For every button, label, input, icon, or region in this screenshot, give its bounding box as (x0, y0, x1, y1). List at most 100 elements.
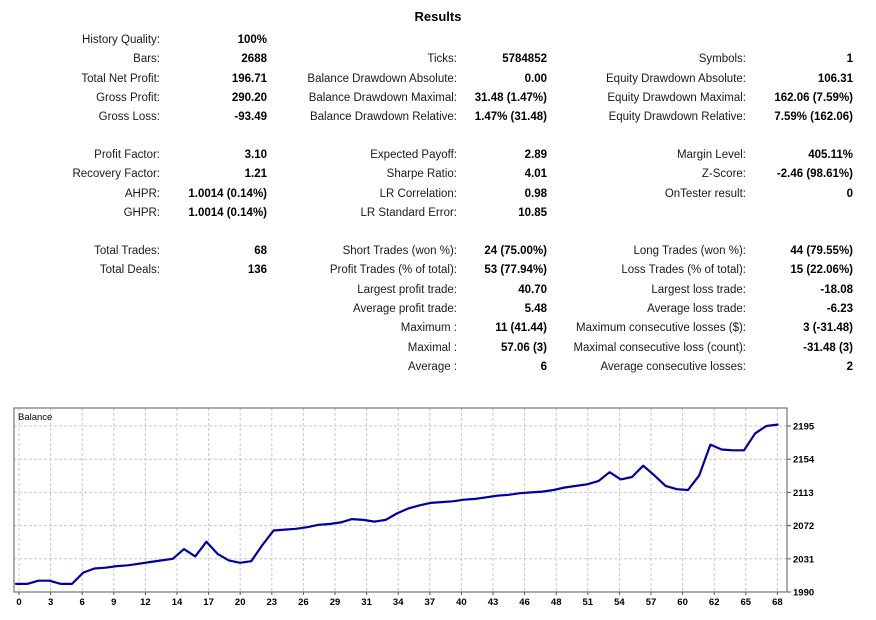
plot-border (13, 407, 788, 593)
stat-value: 0 (846, 187, 853, 200)
y-axis-label: 2113 (793, 488, 814, 499)
x-axis-label: 17 (203, 597, 214, 608)
stat-value: 136 (247, 264, 267, 277)
x-axis-label: 68 (772, 597, 783, 608)
stat-value: 7.59% (162.06) (774, 111, 853, 124)
x-axis-label: 3 (48, 597, 53, 608)
stat-label: Balance Drawdown Relative: (309, 111, 457, 124)
stat-label: Largest loss trade: (651, 283, 746, 296)
x-axis-label: 60 (677, 597, 688, 608)
stat-value: 2.89 (524, 149, 547, 161)
stat-label: Expected Payoff: (370, 149, 457, 161)
stat-value: 15 (22.06%) (790, 264, 853, 277)
stat-value: 57.06 (3) (500, 341, 547, 354)
x-axis-label: 48 (551, 597, 562, 608)
stat-label: LR Correlation: (379, 187, 457, 200)
stat-label: Bars: (133, 53, 160, 66)
stat-label: Equity Drawdown Absolute: (606, 72, 746, 85)
x-axis-label: 23 (267, 597, 278, 608)
stat-label: Maximal consecutive loss (count): (573, 341, 746, 354)
stat-label: Average loss trade: (647, 302, 746, 315)
stat-label: Profit Trades (% of total): (329, 264, 457, 277)
stat-value: 0.98 (524, 187, 547, 200)
x-axis-label: 34 (393, 597, 404, 608)
x-axis-label: 20 (235, 597, 246, 608)
stat-label: Short Trades (won %): (342, 245, 457, 257)
stat-value: 53 (77.94%) (484, 264, 547, 277)
stat-value: 1 (846, 53, 853, 66)
x-axis-label: 57 (646, 597, 657, 608)
x-axis-label: 12 (140, 597, 151, 608)
stat-value: 10.85 (518, 206, 547, 219)
stat-value: 40.70 (518, 283, 547, 296)
stat-label: Long Trades (won %): (633, 245, 746, 257)
stat-value: 1.0014 (0.14%) (188, 187, 267, 200)
stat-value: 1.21 (244, 168, 267, 181)
stat-label: Symbols: (698, 53, 746, 66)
stat-label: Maximal : (407, 341, 457, 354)
balance-chart-panel: Balance 2195 2154 2113 2072 2031 1990 0 3 6 9 12 14 1… (0, 400, 876, 615)
stat-label: Maximum consecutive losses ($): (576, 322, 746, 335)
stat-label: Margin Level: (676, 149, 746, 161)
x-axis-label: 14 (172, 597, 183, 608)
y-axis-label: 2072 (793, 521, 814, 532)
y-axis-label: 2154 (793, 455, 815, 466)
stat-label: Maximum : (400, 322, 457, 335)
stat-value: 4.01 (524, 168, 547, 181)
stat-value: 3.10 (244, 149, 267, 161)
x-axis-label: 31 (361, 597, 372, 608)
stat-value: 11 (41.44) (495, 322, 547, 335)
stat-label: Profit Factor: (94, 149, 160, 161)
stat-label: Balance Drawdown Absolute: (307, 72, 457, 85)
stat-label: Equity Drawdown Relative: (608, 111, 746, 124)
x-axis-label: 6 (80, 597, 85, 608)
stat-value: 2688 (241, 53, 267, 66)
stat-label: Z-Score: (701, 168, 746, 181)
x-axis-label: 43 (488, 597, 499, 608)
stat-value: 44 (79.55%) (790, 245, 853, 257)
stat-label: Gross Loss: (98, 111, 160, 124)
stat-value: 24 (75.00%) (484, 245, 547, 257)
stat-value: -31.48 (3) (803, 341, 853, 354)
stat-value: 2 (846, 360, 853, 373)
stat-value: 0.00 (524, 72, 547, 85)
y-axis-label: 2031 (793, 554, 815, 565)
stat-value: 196.71 (231, 72, 267, 85)
stat-label: Total Deals: (99, 264, 160, 277)
x-axis-label: 0 (16, 597, 21, 608)
page-title: Results (414, 9, 462, 24)
x-axis-label: 37 (425, 597, 436, 608)
stat-value: 100% (237, 34, 267, 46)
x-axis-label: 51 (583, 597, 594, 608)
stat-value: 290.20 (231, 91, 267, 104)
stat-label: Total Net Profit: (81, 72, 160, 85)
x-axis-label: 54 (614, 597, 625, 608)
stat-label: Gross Profit: (96, 91, 160, 104)
chart-series-label: Balance (18, 412, 52, 423)
stat-value: -18.08 (820, 283, 853, 296)
stat-value: -93.49 (234, 111, 267, 124)
stat-label: History Quality: (82, 34, 160, 46)
stat-value: 68 (254, 245, 267, 257)
stat-label: Balance Drawdown Maximal: (308, 91, 457, 104)
stat-label: Average consecutive losses: (600, 360, 746, 373)
stat-value: 3 (-31.48) (803, 322, 853, 335)
stat-value: 162.06 (7.59%) (774, 91, 853, 104)
stat-label: Average profit trade: (353, 302, 457, 315)
stat-label: LR Standard Error: (360, 206, 457, 219)
y-axis-label: 2195 (793, 422, 815, 433)
stat-label: Total Trades: (94, 245, 160, 257)
stat-value: -6.23 (826, 302, 853, 315)
x-axis-label: 26 (298, 597, 309, 608)
stat-value: 6 (540, 360, 547, 373)
x-axis-label: 29 (330, 597, 341, 608)
stat-label: Equity Drawdown Maximal: (607, 91, 746, 104)
stat-value: 31.48 (1.47%) (474, 91, 547, 104)
stat-value: 1.0014 (0.14%) (188, 206, 267, 219)
x-axis-label: 40 (456, 597, 467, 608)
x-axis-label: 65 (741, 597, 752, 608)
stat-label: GHPR: (123, 206, 160, 219)
y-axis-label: 1990 (793, 588, 814, 599)
stat-label: Largest profit trade: (357, 283, 457, 296)
x-axis-label: 46 (519, 597, 530, 608)
